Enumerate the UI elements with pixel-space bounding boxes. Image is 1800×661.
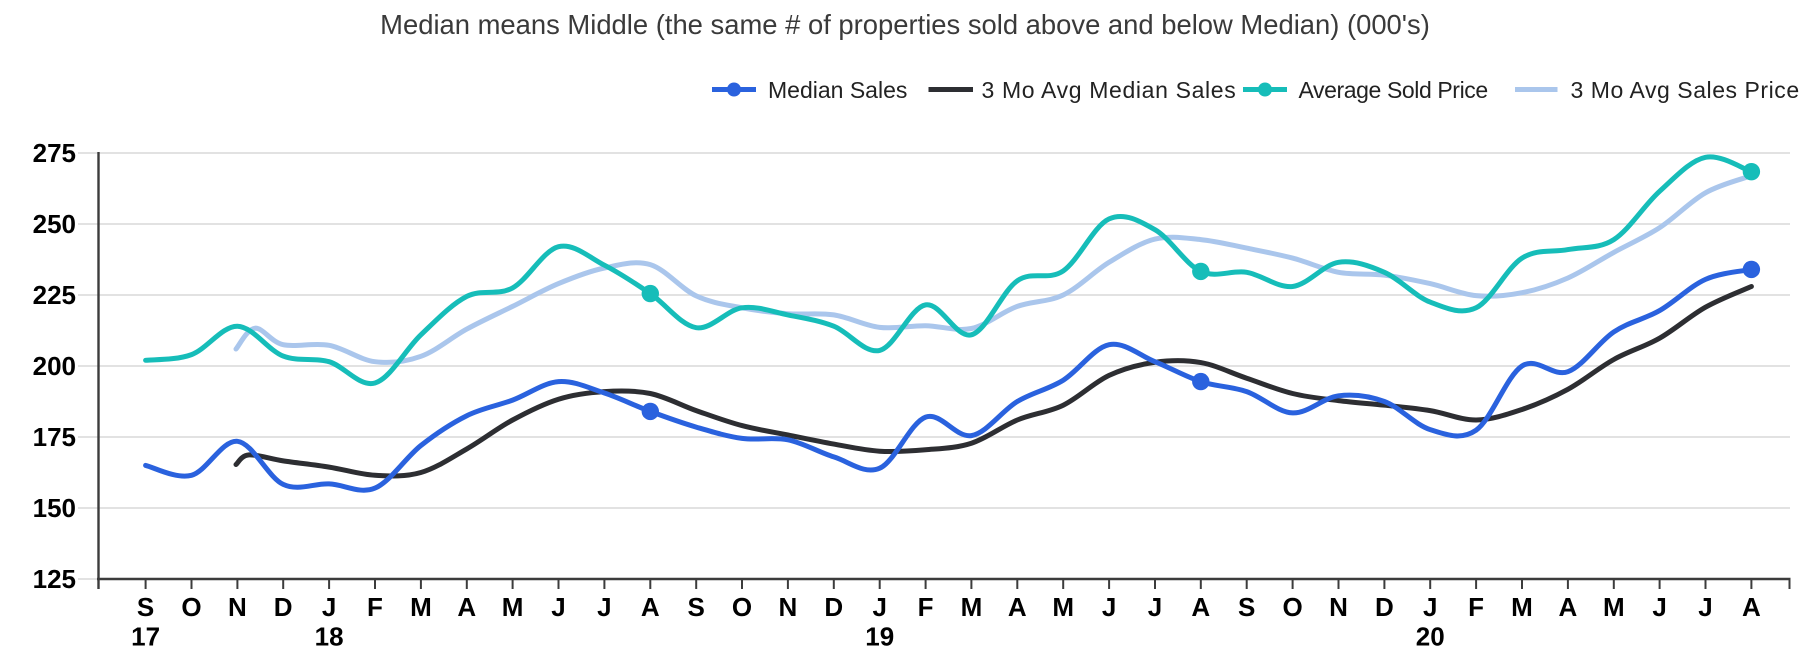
svg-text:F: F [918, 592, 934, 622]
svg-text:20: 20 [1416, 622, 1445, 652]
svg-text:S: S [137, 592, 154, 622]
svg-text:N: N [228, 592, 247, 622]
svg-text:J: J [872, 592, 886, 622]
svg-text:19: 19 [865, 622, 894, 652]
svg-text:J: J [1423, 592, 1437, 622]
svg-text:D: D [824, 592, 843, 622]
svg-text:J: J [597, 592, 611, 622]
svg-text:D: D [1375, 592, 1394, 622]
svg-text:N: N [1329, 592, 1348, 622]
svg-text:A: A [1008, 592, 1027, 622]
svg-text:J: J [322, 592, 336, 622]
svg-text:150: 150 [33, 493, 76, 523]
svg-text:Median means Middle (the same: Median means Middle (the same # of prope… [380, 9, 1430, 40]
svg-text:200: 200 [33, 351, 76, 381]
svg-text:S: S [1238, 592, 1255, 622]
svg-text:3 Mo Avg Median Sales: 3 Mo Avg Median Sales [982, 77, 1237, 103]
svg-text:F: F [367, 592, 383, 622]
svg-text:A: A [1559, 592, 1578, 622]
svg-text:J: J [1698, 592, 1712, 622]
svg-text:275: 275 [33, 138, 76, 168]
svg-text:N: N [779, 592, 798, 622]
svg-text:Median Sales: Median Sales [768, 77, 907, 103]
svg-text:J: J [1652, 592, 1666, 622]
svg-text:O: O [181, 592, 201, 622]
svg-text:O: O [732, 592, 752, 622]
svg-text:S: S [688, 592, 705, 622]
svg-text:A: A [1742, 592, 1761, 622]
svg-text:A: A [457, 592, 476, 622]
svg-text:M: M [1511, 592, 1533, 622]
svg-text:J: J [1102, 592, 1116, 622]
svg-text:3 Mo Avg Sales Price: 3 Mo Avg Sales Price [1571, 77, 1800, 103]
svg-text:17: 17 [131, 622, 160, 652]
svg-text:M: M [961, 592, 983, 622]
svg-text:A: A [1191, 592, 1210, 622]
svg-text:225: 225 [33, 280, 76, 310]
svg-text:18: 18 [315, 622, 344, 652]
svg-text:M: M [1052, 592, 1074, 622]
svg-text:J: J [1148, 592, 1162, 622]
svg-text:A: A [641, 592, 660, 622]
svg-text:125: 125 [33, 564, 76, 594]
svg-text:250: 250 [33, 209, 76, 239]
svg-text:J: J [551, 592, 565, 622]
svg-text:M: M [410, 592, 432, 622]
svg-text:Average Sold Price: Average Sold Price [1299, 77, 1488, 103]
svg-text:M: M [502, 592, 524, 622]
svg-text:D: D [274, 592, 293, 622]
svg-text:O: O [1282, 592, 1302, 622]
svg-text:M: M [1603, 592, 1625, 622]
svg-text:F: F [1468, 592, 1484, 622]
svg-text:175: 175 [33, 422, 76, 452]
